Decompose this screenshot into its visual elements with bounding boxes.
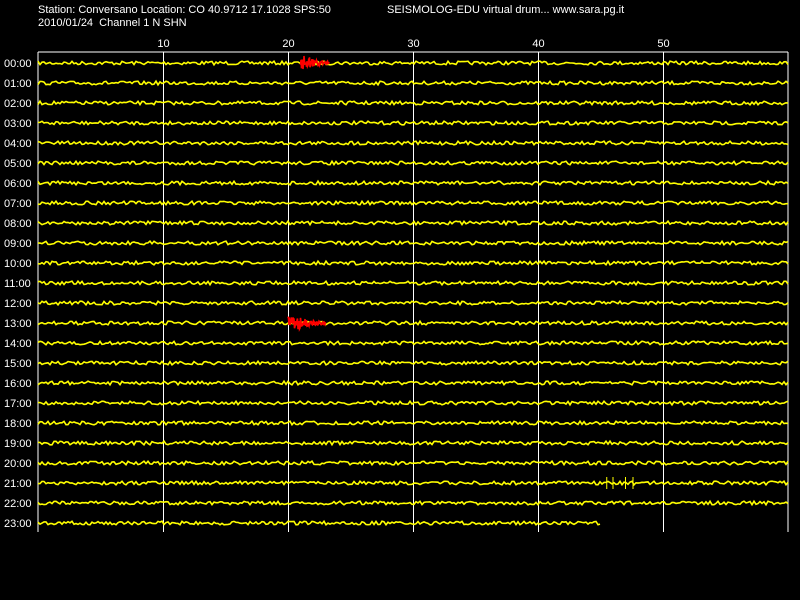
row-label-0500: 05:00	[4, 158, 32, 170]
row-label-1200: 12:00	[4, 298, 32, 310]
row-label-1600: 16:00	[4, 378, 32, 390]
row-label-0000: 00:00	[4, 58, 32, 70]
trace-1400	[37, 339, 789, 347]
station-info: Station: Conversano Location: CO 40.9712…	[38, 4, 331, 16]
row-label-1300: 13:00	[4, 318, 32, 330]
row-label-0700: 07:00	[4, 198, 32, 210]
trace-2100	[38, 479, 789, 487]
row-label-1100: 11:00	[4, 278, 31, 290]
trace-1100	[37, 279, 789, 287]
trace-0900	[38, 239, 789, 247]
row-label-2100: 21:00	[4, 478, 32, 490]
row-label-0100: 01:00	[4, 78, 32, 90]
brand-text: SEISMOLOG-EDU virtual drum... www.sara.p…	[387, 4, 625, 16]
trace-2200	[37, 499, 789, 507]
row-label-1400: 14:00	[4, 338, 32, 350]
trace-0200	[37, 99, 789, 107]
event-trace-0000	[299, 55, 330, 70]
x-tick-label-10: 10	[157, 38, 169, 50]
trace-1900	[38, 439, 789, 447]
x-tick-label-40: 40	[532, 38, 544, 50]
trace-1600	[37, 379, 789, 387]
row-label-0900: 09:00	[4, 238, 32, 250]
trace-1500	[37, 359, 789, 367]
trace-1200	[37, 299, 789, 307]
trace-1300	[37, 319, 789, 326]
trace-2000	[37, 459, 789, 467]
row-label-1900: 19:00	[4, 438, 32, 450]
trace-1000	[37, 259, 789, 267]
trace-1800	[37, 419, 789, 427]
trace-0300	[37, 119, 789, 127]
row-label-0300: 03:00	[4, 118, 32, 130]
trace-0100	[37, 79, 789, 87]
row-label-2200: 22:00	[4, 498, 32, 510]
row-label-2000: 20:00	[4, 458, 32, 470]
row-label-1500: 15:00	[4, 358, 32, 370]
row-label-0400: 04:00	[4, 138, 32, 150]
x-tick-label-30: 30	[407, 38, 419, 50]
row-label-1800: 18:00	[4, 418, 32, 430]
date-channel-info: 2010/01/24 Channel 1 N SHN	[38, 17, 187, 29]
row-label-0800: 08:00	[4, 218, 32, 230]
trace-2300	[37, 519, 601, 527]
row-label-0600: 06:00	[4, 178, 32, 190]
trace-0800	[37, 219, 789, 227]
trace-0700	[37, 199, 788, 207]
trace-0400	[37, 139, 789, 146]
trace-0000	[37, 59, 789, 67]
row-label-1000: 10:00	[4, 258, 32, 270]
trace-0500	[37, 159, 789, 166]
x-tick-label-20: 20	[282, 38, 294, 50]
trace-0600	[37, 179, 789, 187]
row-label-0200: 02:00	[4, 98, 32, 110]
event-trace-1300	[287, 316, 327, 333]
row-label-2300: 23:00	[4, 518, 32, 530]
trace-1700	[37, 399, 789, 407]
row-label-1700: 17:00	[4, 398, 32, 410]
x-tick-label-50: 50	[657, 38, 669, 50]
